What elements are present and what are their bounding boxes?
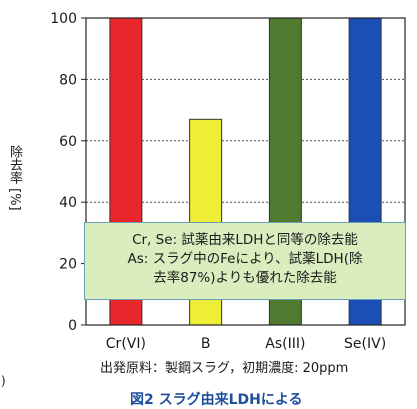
x-tick-label: B [201,336,211,352]
conditions-note: 出発原料：製鋼スラグ，初期濃度: 20ppm [100,361,349,376]
plot-frame [85,17,406,326]
y-axis-label: 除去率 [%] [7,145,22,211]
y-tick-label: 40 [59,195,77,211]
y-tick-label: 80 [59,72,77,88]
y-tick-label: 0 [68,318,77,334]
y-tick-label: 100 [50,11,77,27]
figure-caption: 図2 スラグ由来LDHによる [130,392,303,408]
cropped-text-mark: ) [1,374,6,388]
annotation-line-2: As: スラグ中のFeにより、試薬LDH(除 [127,251,363,267]
annotation-line-1: Cr, Se: 試薬由来LDHと同等の除去能 [132,232,358,248]
annotation-box: Cr, Se: 試薬由来LDHと同等の除去能 As: スラグ中のFeにより、試薬… [84,222,406,300]
x-tick-label: Cr(VI) [106,336,146,352]
annotation-line-3: 去率87%)よりも優れた除去能 [153,270,337,286]
x-tick-label: As(III) [265,336,305,352]
y-tick-label: 20 [59,257,77,273]
x-tick-label: Se(IV) [344,336,386,352]
y-tick-label: 60 [59,134,77,150]
